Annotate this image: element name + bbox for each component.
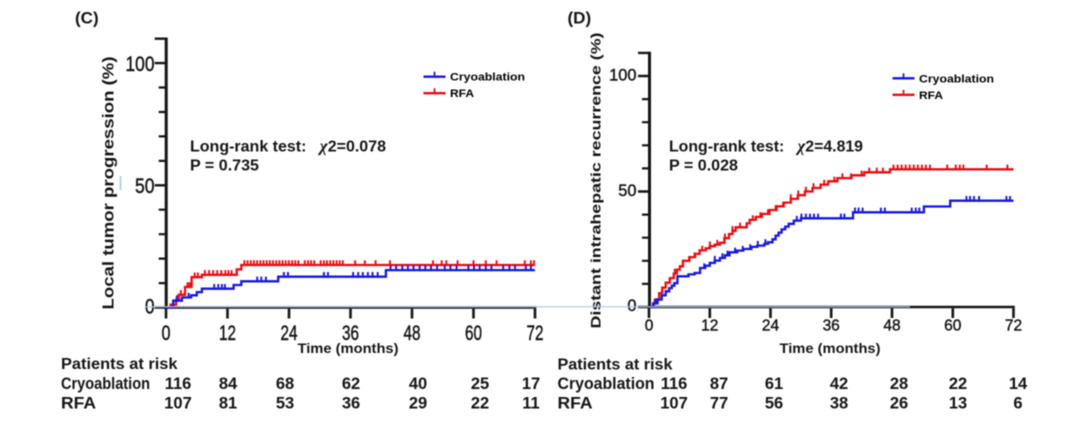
- svg-text:Cryoablation: Cryoablation: [61, 375, 150, 393]
- svg-text:24: 24: [762, 317, 780, 334]
- svg-text:Time (months): Time (months): [780, 341, 881, 356]
- svg-text:61: 61: [765, 375, 783, 393]
- svg-text:38: 38: [830, 395, 848, 413]
- svg-text:24: 24: [281, 322, 298, 345]
- svg-text:50: 50: [618, 182, 636, 200]
- svg-text:12: 12: [219, 322, 236, 345]
- svg-text:72: 72: [527, 322, 544, 345]
- svg-text:14: 14: [1009, 375, 1028, 393]
- svg-text:Cryoablation: Cryoablation: [558, 375, 655, 393]
- svg-text:Distant intrahepatic recurrenc: Distant intrahepatic recurrence (%): [588, 33, 604, 329]
- svg-text:48: 48: [404, 322, 421, 345]
- svg-text:72: 72: [1005, 317, 1022, 334]
- svg-text:Long-rank test: χ2=4.819: Long-rank test: χ2=4.819: [669, 136, 863, 155]
- svg-text:Time (months): Time (months): [298, 341, 399, 356]
- svg-text:48: 48: [883, 317, 900, 334]
- svg-text:60: 60: [465, 322, 482, 345]
- svg-text:53: 53: [276, 394, 294, 412]
- svg-text:Long-rank test: χ2=0.078: Long-rank test: χ2=0.078: [190, 136, 386, 155]
- svg-text:(D): (D): [568, 9, 592, 28]
- svg-text:22: 22: [949, 375, 967, 393]
- svg-text:116: 116: [165, 375, 192, 393]
- svg-text:P = 0.735: P = 0.735: [190, 157, 259, 174]
- svg-text:87: 87: [710, 375, 728, 393]
- svg-text:56: 56: [765, 395, 783, 413]
- svg-text:68: 68: [276, 375, 294, 393]
- svg-text:60: 60: [944, 317, 962, 334]
- svg-text:Patients at risk: Patients at risk: [61, 356, 178, 373]
- svg-text:RFA: RFA: [450, 88, 474, 100]
- svg-text:Cryoablation: Cryoablation: [450, 72, 525, 84]
- svg-text:RFA: RFA: [919, 90, 943, 102]
- svg-text:77: 77: [710, 395, 728, 413]
- svg-text:17: 17: [522, 375, 540, 393]
- svg-text:36: 36: [342, 394, 360, 412]
- svg-text:29: 29: [409, 394, 427, 412]
- svg-text:6: 6: [1013, 395, 1022, 413]
- svg-text:107: 107: [660, 395, 688, 413]
- svg-text:28: 28: [890, 375, 908, 393]
- svg-text:36: 36: [342, 322, 359, 345]
- svg-text:Cryoablation: Cryoablation: [919, 73, 994, 85]
- svg-text:Local tumor progression (%): Local tumor progression (%): [101, 57, 118, 310]
- svg-text:22: 22: [471, 394, 489, 412]
- svg-text:84: 84: [219, 375, 238, 393]
- svg-text:RFA: RFA: [558, 395, 593, 413]
- svg-text:81: 81: [219, 394, 237, 412]
- svg-text:Patients at risk: Patients at risk: [558, 356, 673, 373]
- svg-text:0: 0: [162, 322, 171, 345]
- svg-text:0: 0: [645, 317, 654, 334]
- svg-text:62: 62: [342, 375, 360, 393]
- svg-text:25: 25: [471, 375, 489, 393]
- svg-text:(C): (C): [75, 9, 99, 28]
- svg-text:36: 36: [823, 317, 840, 334]
- svg-text:100: 100: [609, 67, 636, 85]
- svg-text:40: 40: [409, 375, 427, 393]
- svg-text:12: 12: [701, 317, 718, 334]
- svg-text:26: 26: [890, 395, 908, 413]
- svg-text:100: 100: [126, 53, 155, 76]
- svg-text:11: 11: [522, 394, 539, 412]
- svg-text:116: 116: [661, 375, 688, 393]
- svg-text:107: 107: [164, 394, 192, 412]
- svg-text:50: 50: [135, 175, 155, 198]
- svg-text:13: 13: [949, 395, 967, 413]
- svg-text:P = 0.028: P = 0.028: [669, 157, 738, 174]
- svg-text:42: 42: [830, 375, 848, 393]
- svg-text:RFA: RFA: [61, 394, 96, 412]
